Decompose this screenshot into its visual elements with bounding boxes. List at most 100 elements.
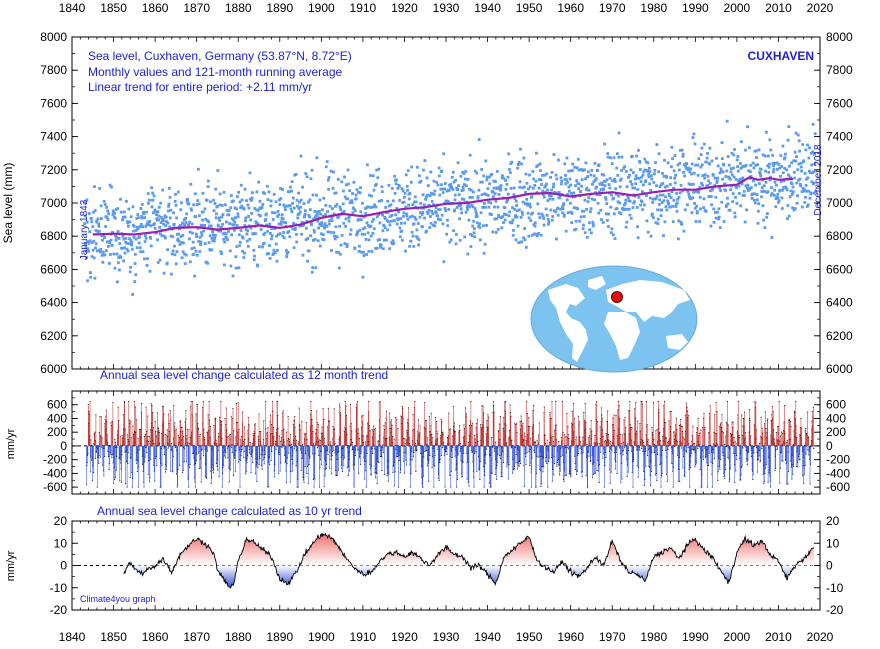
monthly-value-point bbox=[614, 187, 618, 191]
monthly-value-point bbox=[564, 182, 568, 186]
monthly-value-point bbox=[199, 223, 203, 227]
monthly-value-point bbox=[252, 232, 255, 236]
monthly-value-point bbox=[698, 195, 702, 199]
monthly-value-point bbox=[602, 173, 606, 177]
monthly-value-point bbox=[127, 207, 131, 211]
monthly-value-point bbox=[711, 174, 715, 177]
monthly-value-point bbox=[587, 188, 591, 192]
monthly-value-point bbox=[440, 169, 444, 173]
monthly-value-point bbox=[344, 183, 348, 187]
monthly-value-point bbox=[461, 188, 465, 192]
monthly-value-point bbox=[682, 171, 685, 174]
monthly-value-point bbox=[90, 255, 94, 258]
monthly-value-point bbox=[737, 184, 741, 188]
monthly-value-point bbox=[649, 234, 653, 238]
monthly-value-point bbox=[369, 224, 373, 228]
monthly-value-point bbox=[510, 160, 514, 164]
monthly-value-point bbox=[667, 201, 671, 205]
monthly-value-point bbox=[527, 216, 531, 220]
monthly-value-point bbox=[383, 226, 387, 229]
monthly-value-point bbox=[660, 208, 664, 212]
monthly-value-point bbox=[139, 207, 143, 210]
monthly-value-point bbox=[223, 240, 227, 244]
monthly-value-point bbox=[515, 215, 519, 219]
monthly-value-point bbox=[397, 184, 401, 188]
monthly-value-point bbox=[798, 149, 801, 153]
monthly-value-point bbox=[363, 232, 366, 236]
monthly-value-point bbox=[198, 250, 202, 253]
monthly-value-point bbox=[556, 213, 560, 217]
monthly-value-point bbox=[200, 234, 204, 237]
monthly-value-point bbox=[419, 211, 422, 215]
monthly-value-point bbox=[654, 161, 657, 164]
monthly-value-point bbox=[142, 210, 146, 214]
monthly-value-point bbox=[514, 238, 518, 242]
monthly-value-point bbox=[502, 176, 506, 180]
monthly-value-point bbox=[335, 235, 339, 239]
monthly-value-point bbox=[640, 200, 644, 204]
monthly-value-point bbox=[777, 163, 781, 166]
monthly-value-point bbox=[761, 153, 765, 157]
monthly-value-point bbox=[326, 230, 330, 234]
monthly-value-point bbox=[403, 191, 407, 195]
monthly-value-point bbox=[536, 234, 539, 238]
monthly-value-point bbox=[812, 170, 816, 174]
monthly-value-point bbox=[358, 244, 361, 248]
monthly-value-point bbox=[519, 216, 523, 219]
monthly-value-point bbox=[411, 234, 415, 238]
monthly-value-point bbox=[368, 206, 372, 209]
monthly-value-point bbox=[583, 198, 587, 202]
monthly-value-point bbox=[105, 205, 108, 209]
monthly-value-point bbox=[529, 219, 533, 222]
monthly-value-point bbox=[504, 179, 507, 182]
monthly-value-point bbox=[497, 193, 501, 196]
monthly-value-point bbox=[360, 250, 363, 254]
monthly-value-point bbox=[281, 234, 285, 238]
monthly-value-point bbox=[238, 244, 241, 248]
monthly-value-point bbox=[370, 220, 374, 224]
monthly-value-point bbox=[135, 216, 139, 220]
monthly-value-point bbox=[224, 203, 227, 207]
monthly-value-point bbox=[385, 238, 388, 242]
monthly-value-point bbox=[173, 200, 177, 203]
monthly-value-point bbox=[524, 172, 528, 176]
monthly-value-point bbox=[751, 161, 755, 165]
monthly-value-point bbox=[698, 186, 702, 189]
monthly-value-point bbox=[645, 219, 649, 223]
monthly-value-point bbox=[154, 210, 157, 213]
monthly-value-point bbox=[654, 197, 658, 200]
monthly-value-point bbox=[361, 275, 365, 279]
monthly-value-point bbox=[213, 202, 217, 205]
monthly-value-point bbox=[584, 177, 587, 181]
monthly-value-point bbox=[314, 266, 318, 270]
monthly-value-point bbox=[487, 175, 491, 179]
monthly-value-point bbox=[185, 200, 189, 204]
monthly-value-point bbox=[256, 222, 260, 226]
map-eurasia bbox=[606, 280, 690, 322]
monthly-value-point bbox=[339, 243, 343, 247]
monthly-value-point bbox=[691, 196, 694, 200]
monthly-value-point bbox=[360, 232, 364, 236]
top-x-tick-label: 1900 bbox=[308, 1, 335, 15]
monthly-value-point bbox=[399, 217, 402, 220]
monthly-value-point bbox=[218, 219, 221, 222]
monthly-value-point bbox=[371, 174, 375, 178]
monthly-value-point bbox=[541, 193, 545, 196]
monthly-value-point bbox=[243, 187, 247, 191]
monthly-value-point bbox=[642, 170, 646, 174]
monthly-value-point bbox=[341, 202, 345, 206]
monthly-value-point bbox=[121, 234, 125, 238]
monthly-value-point bbox=[364, 238, 368, 241]
monthly-value-point bbox=[323, 222, 327, 226]
monthly-value-point bbox=[401, 201, 405, 204]
monthly-value-point bbox=[264, 218, 267, 221]
monthly-value-point bbox=[199, 243, 202, 246]
monthly-value-point bbox=[173, 244, 176, 248]
monthly-value-point bbox=[255, 190, 259, 194]
monthly-value-point bbox=[391, 239, 395, 243]
monthly-value-point bbox=[548, 194, 551, 197]
monthly-value-point bbox=[708, 146, 712, 150]
monthly-value-point bbox=[121, 218, 124, 222]
monthly-value-point bbox=[739, 167, 743, 170]
monthly-value-point bbox=[214, 234, 217, 237]
